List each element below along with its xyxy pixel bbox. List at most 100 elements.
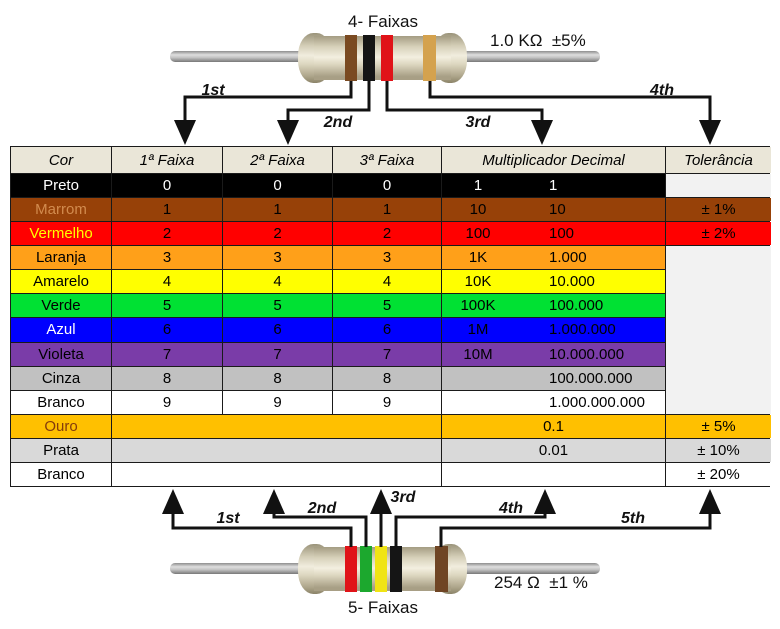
bottom-arrow-label-1st: 1st — [216, 510, 240, 527]
row-branco2-mult — [442, 462, 665, 486]
row-verde-mult: 100K 100.000 — [442, 294, 665, 318]
row-verde-d3: 5 — [333, 294, 441, 318]
row-vermelho-d1: 2 — [112, 222, 222, 246]
row-cinza-name: Cinza — [11, 366, 111, 390]
mult-decimal: 1.000.000.000 — [549, 393, 645, 411]
mult-decimal: 10.000.000 — [549, 345, 625, 363]
row-azul-d2: 6 — [223, 318, 332, 342]
mult-decimal: 100.000 — [549, 297, 604, 315]
row-prata-name: Prata — [11, 438, 111, 462]
row-amarelo-name: Amarelo — [11, 270, 111, 294]
mult-decimal: 1 — [549, 177, 558, 195]
bottom-arrow-label-4th: 4th — [498, 500, 523, 517]
row-vermelho-name: Vermelho — [11, 222, 111, 246]
color-code-table: Cor 1ª Faixa 2ª Faixa 3ª Faixa Multiplic… — [10, 146, 771, 487]
row-preto-d2: 0 — [223, 174, 332, 198]
row-ouro-mult: 0.1 — [442, 414, 665, 438]
mult-shorthand: 10 — [469, 201, 487, 219]
band-black — [390, 546, 402, 592]
band-brown — [435, 546, 448, 592]
row-preto-d3: 0 — [333, 174, 441, 198]
mult-shorthand: 1K — [468, 249, 488, 267]
five-band-value-label: 254 Ω ±1 % — [494, 573, 588, 592]
top-arrow-label-2nd: 2nd — [323, 114, 354, 131]
mult-decimal: 1.000.000 — [549, 321, 616, 339]
mult-decimal: 100.000.000 — [549, 369, 633, 387]
row-branco-d1: 9 — [112, 390, 222, 414]
arrowhead-down-2nd — [277, 120, 299, 145]
arrowhead-up-3rd — [370, 489, 392, 514]
tolerance-merged-empty-cell — [666, 246, 771, 414]
arrowhead-down-1st — [174, 120, 196, 145]
row-preto-d1: 0 — [112, 174, 222, 198]
row-preto-tol — [666, 174, 771, 198]
row-azul-d3: 6 — [333, 318, 441, 342]
arrowhead-up-4th — [534, 489, 556, 514]
arrowhead-down-3rd — [531, 120, 553, 145]
row-vermelho-d2: 2 — [223, 222, 332, 246]
band-green — [360, 546, 372, 592]
row-laranja-mult: 1K 1.000 — [442, 246, 665, 270]
row-laranja-d3: 3 — [333, 246, 441, 270]
arrowhead-up-1st — [162, 489, 184, 514]
row-laranja-d2: 3 — [223, 246, 332, 270]
mult-shorthand: 1 — [473, 177, 483, 195]
row-violeta-mult: 10M 10.000.000 — [442, 342, 665, 366]
row-prata-digits-merged — [112, 438, 441, 462]
four-band-title: 4- Faixas — [348, 12, 418, 31]
row-azul-mult: 1M 1.000.000 — [442, 318, 665, 342]
row-ouro-digits-merged — [112, 414, 441, 438]
row-marrom-d3: 1 — [333, 198, 441, 222]
row-ouro-tol: ± 5% — [666, 414, 771, 438]
row-amarelo-d3: 4 — [333, 270, 441, 294]
row-violeta-d2: 7 — [223, 342, 332, 366]
row-ouro-name: Ouro — [11, 414, 111, 438]
row-cinza-d3: 8 — [333, 366, 441, 390]
row-laranja-d1: 3 — [112, 246, 222, 270]
row-branco-d3: 9 — [333, 390, 441, 414]
header-multiplicador: Multiplicador Decimal — [442, 147, 665, 173]
row-marrom-name: Marrom — [11, 198, 111, 222]
row-violeta-name: Violeta — [11, 342, 111, 366]
row-branco-name: Branco — [11, 390, 111, 414]
mult-decimal: 1.000 — [549, 249, 587, 267]
row-vermelho-tol: ± 2% — [666, 222, 771, 246]
header-cor: Cor — [11, 147, 111, 173]
mult-shorthand: 100 — [465, 225, 491, 243]
row-prata-mult: 0.01 — [442, 438, 665, 462]
row-marrom-tol: ± 1% — [666, 198, 771, 222]
row-branco2-tol: ± 20% — [666, 462, 771, 486]
arrowhead-up-5th — [699, 489, 721, 514]
row-preto-name: Preto — [11, 174, 111, 198]
row-laranja-name: Laranja — [11, 246, 111, 270]
row-azul-name: Azul — [11, 318, 111, 342]
header-tolerancia: Tolerância — [666, 147, 771, 173]
mult-shorthand: 10K — [464, 273, 492, 291]
mult-shorthand: 100K — [460, 297, 496, 315]
row-vermelho-d3: 2 — [333, 222, 441, 246]
five-band-resistor — [298, 544, 467, 594]
top-arrow-label-3rd: 3rd — [466, 114, 492, 131]
row-branco2-digits-merged — [112, 462, 441, 486]
row-azul-d1: 6 — [112, 318, 222, 342]
row-violeta-d3: 7 — [333, 342, 441, 366]
band-gold — [423, 35, 436, 81]
row-cinza-d2: 8 — [223, 366, 332, 390]
bottom-arrow-label-3rd: 3rd — [391, 489, 417, 506]
mult-decimal: 10 — [549, 201, 566, 219]
row-prata-tol: ± 10% — [666, 438, 771, 462]
row-violeta-d1: 7 — [112, 342, 222, 366]
mult-shorthand: 1M — [467, 321, 489, 339]
mult-decimal: 100 — [549, 225, 575, 243]
row-marrom-d1: 1 — [112, 198, 222, 222]
bottom-arrow-label-5th: 5th — [621, 510, 645, 527]
header-1a-faixa: 1ª Faixa — [112, 147, 222, 173]
row-verde-name: Verde — [11, 294, 111, 318]
row-branco-d2: 9 — [223, 390, 332, 414]
band-black — [363, 35, 375, 81]
row-amarelo-d1: 4 — [112, 270, 222, 294]
row-cinza-d1: 8 — [112, 366, 222, 390]
row-amarelo-mult: 10K 10.000 — [442, 270, 665, 294]
row-branco2-name: Branco — [11, 462, 111, 486]
